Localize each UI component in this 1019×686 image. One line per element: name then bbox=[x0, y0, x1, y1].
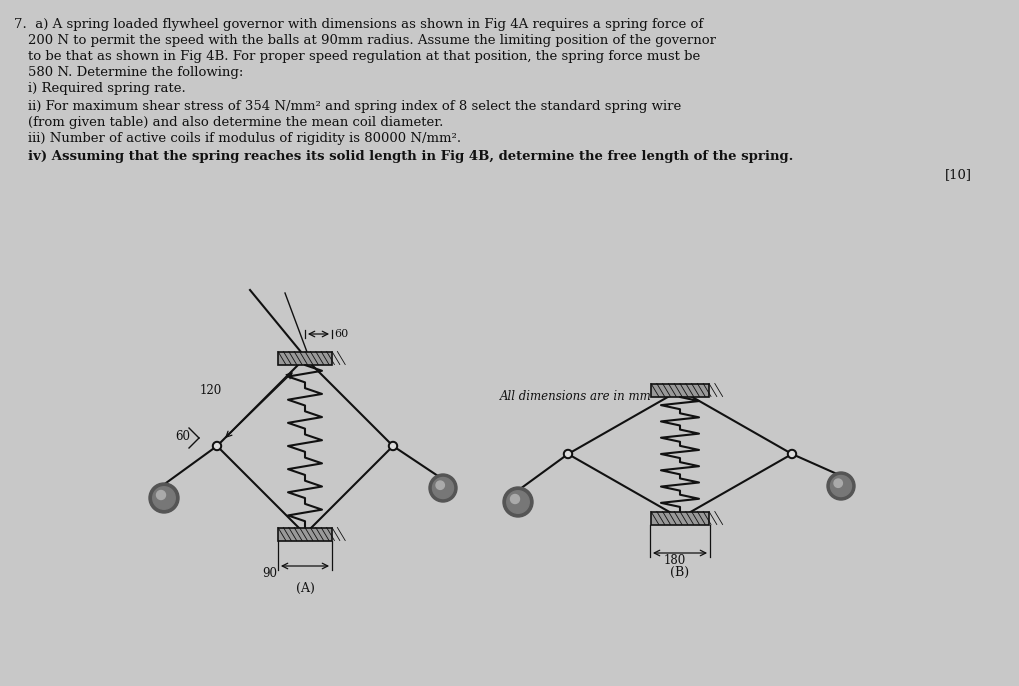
Circle shape bbox=[214, 444, 219, 449]
Text: 90: 90 bbox=[262, 567, 277, 580]
Bar bbox=[650, 512, 708, 525]
Bar bbox=[650, 383, 708, 397]
Text: 180: 180 bbox=[663, 554, 686, 567]
Circle shape bbox=[156, 490, 165, 499]
Circle shape bbox=[826, 472, 854, 500]
Text: 60: 60 bbox=[333, 329, 347, 339]
Circle shape bbox=[390, 444, 395, 449]
Text: [10]: [10] bbox=[944, 168, 971, 181]
Text: (A): (A) bbox=[296, 582, 314, 595]
Text: i) Required spring rate.: i) Required spring rate. bbox=[28, 82, 185, 95]
Text: iv) Assuming that the spring reaches its solid length in Fig 4B, determine the f: iv) Assuming that the spring reaches its… bbox=[28, 150, 793, 163]
Circle shape bbox=[834, 479, 842, 487]
Text: ii) For maximum shear stress of 354 N/mm² and spring index of 8 select the stand: ii) For maximum shear stress of 354 N/mm… bbox=[28, 100, 681, 113]
Text: 7.  a) A spring loaded flywheel governor with dimensions as shown in Fig 4A requ: 7. a) A spring loaded flywheel governor … bbox=[14, 18, 702, 31]
Circle shape bbox=[435, 481, 444, 489]
Circle shape bbox=[829, 475, 851, 497]
Circle shape bbox=[212, 442, 221, 451]
Circle shape bbox=[562, 449, 572, 458]
Text: to be that as shown in Fig 4B. For proper speed regulation at that position, the: to be that as shown in Fig 4B. For prope… bbox=[28, 50, 700, 63]
Circle shape bbox=[149, 483, 178, 513]
Text: 120: 120 bbox=[200, 384, 222, 397]
Text: 580 N. Determine the following:: 580 N. Determine the following: bbox=[28, 66, 244, 79]
Text: 200 N to permit the speed with the balls at 90mm radius. Assume the limiting pos: 200 N to permit the speed with the balls… bbox=[28, 34, 715, 47]
Circle shape bbox=[432, 477, 453, 499]
Text: (from given table) and also determine the mean coil diameter.: (from given table) and also determine th… bbox=[28, 116, 443, 129]
Bar bbox=[278, 351, 331, 364]
Circle shape bbox=[789, 451, 794, 456]
Bar bbox=[278, 528, 331, 541]
Circle shape bbox=[429, 474, 457, 502]
Circle shape bbox=[510, 495, 519, 504]
Circle shape bbox=[506, 490, 529, 513]
Circle shape bbox=[565, 451, 570, 456]
Circle shape bbox=[502, 487, 533, 517]
Text: (B): (B) bbox=[669, 566, 689, 579]
Circle shape bbox=[388, 442, 397, 451]
Circle shape bbox=[153, 487, 175, 509]
Text: All dimensions are in mm: All dimensions are in mm bbox=[499, 390, 651, 403]
Text: 60: 60 bbox=[175, 429, 190, 442]
Circle shape bbox=[787, 449, 796, 458]
Text: iii) Number of active coils if modulus of rigidity is 80000 N/mm².: iii) Number of active coils if modulus o… bbox=[28, 132, 461, 145]
